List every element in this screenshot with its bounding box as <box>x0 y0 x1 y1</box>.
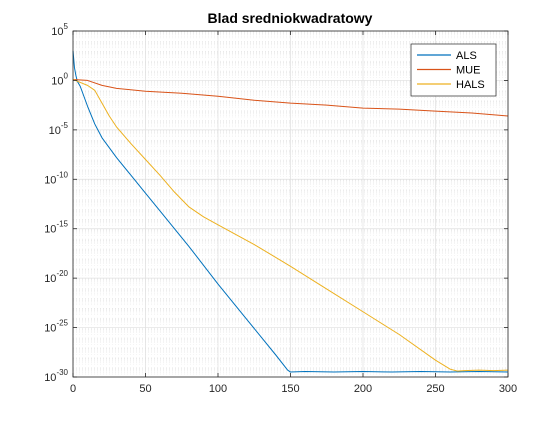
y-tick-label: 10-10 <box>44 170 68 186</box>
x-tick-label: 300 <box>499 383 517 395</box>
y-tick-label: 100 <box>51 71 68 87</box>
x-tick-label: 250 <box>426 383 444 395</box>
y-tick-label: 10-25 <box>44 319 68 335</box>
x-tick-label: 200 <box>354 383 372 395</box>
x-tick-label: 100 <box>209 383 227 395</box>
y-axis: 105 100 10-5 10-10 10-15 10-20 10-25 10-30 <box>44 22 508 384</box>
series-line-hals <box>72 78 509 372</box>
x-tick-label: 50 <box>139 383 151 395</box>
legend-label-hals: HALS <box>456 79 485 91</box>
series-line-als <box>72 50 509 373</box>
x-tick-label: 150 <box>281 383 299 395</box>
legend-label-mue: MUE <box>456 65 480 77</box>
chart-title: Blad sredniokwadratowy <box>208 10 373 26</box>
x-tick-label: 0 <box>70 383 76 395</box>
legend: ALS MUE HALS <box>410 43 497 97</box>
series-line-mue <box>72 78 509 117</box>
legend-label-als: ALS <box>456 50 477 62</box>
y-tick-label: 10-30 <box>44 368 68 384</box>
y-tick-label: 10-5 <box>49 121 69 137</box>
y-tick-label: 10-15 <box>44 220 68 236</box>
series-layer <box>72 50 509 373</box>
y-tick-label: 105 <box>51 22 68 38</box>
y-tick-label: 10-20 <box>44 269 68 285</box>
x-axis: 0 50 100 150 200 250 300 <box>70 31 517 395</box>
